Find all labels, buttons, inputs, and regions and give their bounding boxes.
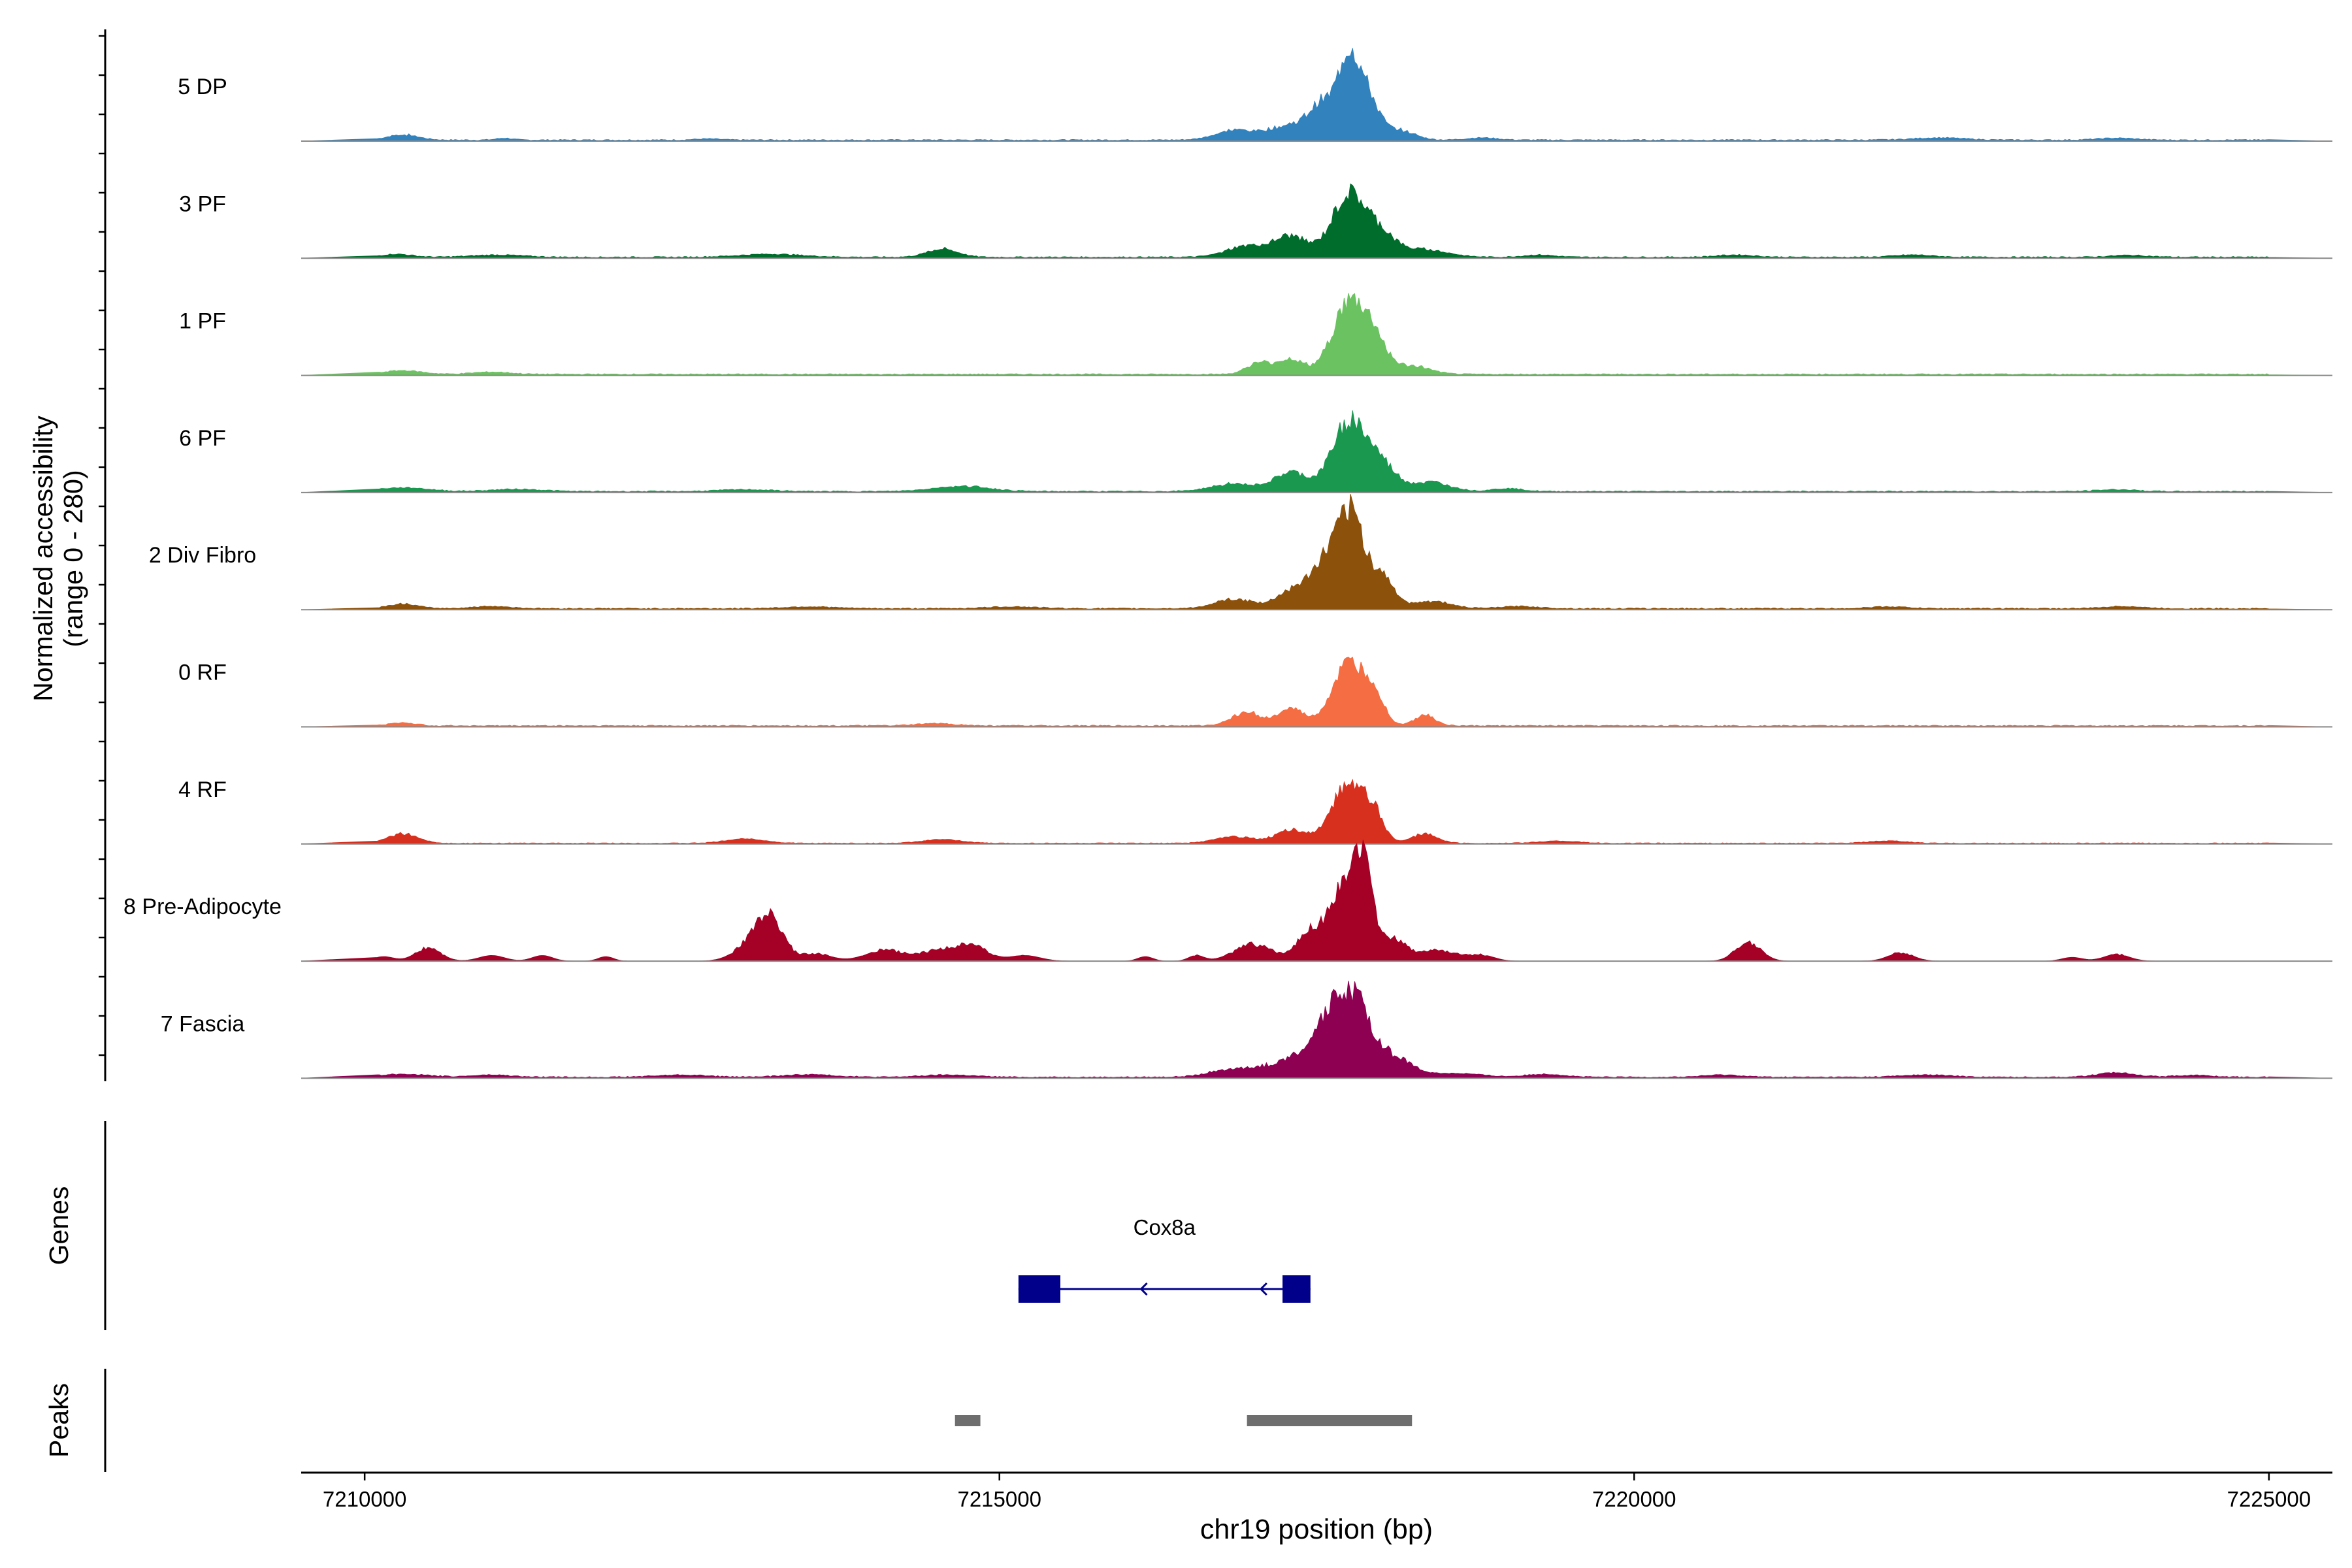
x-tick-label: 7215000 (957, 1487, 1041, 1511)
track-2-div-fibro: 2 Div Fibro (149, 494, 2333, 611)
track-8-pre-adipocyte: 8 Pre-Adipocyte (123, 840, 2332, 962)
track-label: 3 PF (179, 191, 226, 216)
track-5-dp: 5 DP (178, 48, 2333, 142)
coverage-area (301, 657, 2333, 727)
track-label: 0 RF (178, 661, 227, 685)
strand-arrow-icon (1259, 1282, 1267, 1296)
track-label: 1 PF (179, 309, 226, 334)
track-1-pf: 1 PF (179, 293, 2333, 376)
track-label: 2 Div Fibro (149, 543, 256, 568)
y-axis-label-line1: Normalized accessibility (28, 416, 58, 702)
coverage-y-ticks (99, 35, 105, 1056)
peak-track (955, 1415, 1413, 1426)
track-label: 8 Pre-Adipocyte (123, 894, 282, 919)
gene-track: Cox8a (1018, 1215, 1311, 1303)
peak-region (1247, 1415, 1413, 1426)
coverage-area (301, 293, 2333, 376)
gene-cox8a: Cox8a (1018, 1215, 1311, 1303)
x-tick-label: 7210000 (323, 1487, 406, 1511)
peak-region (955, 1415, 981, 1426)
coverage-area (301, 778, 2333, 845)
x-tick-label: 7225000 (2227, 1487, 2311, 1511)
track-3-pf: 3 PF (179, 183, 2333, 259)
coverage-area (301, 981, 2333, 1079)
coverage-area (301, 494, 2333, 610)
track-6-pf: 6 PF (179, 410, 2333, 493)
peaks-track-label: Peaks (44, 1383, 74, 1458)
coverage-tracks: 5 DP 3 PF 1 PF 6 PF 2 Div Fibro 0 RF 4 RF 8 Pre… (123, 48, 2333, 1079)
x-axis-label: chr19 position (bp) (1200, 1514, 1433, 1545)
track-4-rf: 4 RF (178, 777, 2333, 845)
y-axis-label-line2: (range 0 - 280) (58, 470, 88, 647)
coverage-area (301, 48, 2333, 142)
genes-track-label: Genes (44, 1186, 74, 1266)
track-label: 7 Fascia (161, 1011, 245, 1036)
gene-name-label: Cox8a (1134, 1215, 1196, 1239)
track-7-fascia: 7 Fascia (161, 981, 2333, 1079)
track-0-rf: 0 RF (178, 657, 2333, 728)
coverage-area (301, 410, 2333, 493)
strand-arrow-icon (1139, 1282, 1148, 1296)
x-axis-ticks: 7210000 7215000 7220000 7225000 (323, 1473, 2311, 1511)
track-label: 5 DP (178, 74, 227, 99)
coverage-area (301, 840, 2332, 962)
coverage-area (301, 183, 2333, 259)
gene-exon (1282, 1275, 1311, 1303)
track-label: 6 PF (179, 426, 226, 451)
gene-exon (1018, 1275, 1060, 1303)
x-tick-label: 7220000 (1592, 1487, 1676, 1511)
track-label: 4 RF (178, 777, 227, 802)
